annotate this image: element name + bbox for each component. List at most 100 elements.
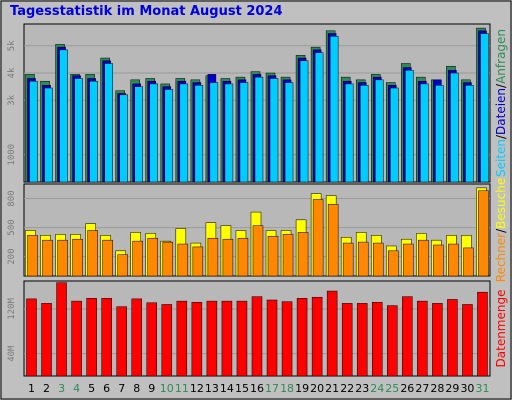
bar-rechner-day-15 bbox=[237, 237, 249, 277]
y-tick-label: 4k bbox=[7, 67, 17, 78]
bar-rechner-day-30 bbox=[463, 247, 474, 277]
bar-rechner-day-5 bbox=[87, 230, 98, 277]
bar-rechner-day-10 bbox=[162, 241, 174, 277]
bar-rechner-day-4 bbox=[72, 238, 83, 277]
bar-datenmenge-day-12 bbox=[191, 301, 203, 377]
day-label-24: 24 bbox=[370, 382, 384, 395]
bar-datenmenge-day-2 bbox=[41, 303, 52, 377]
y-tick-label: 120M bbox=[7, 298, 17, 320]
bar-seiten-day-16 bbox=[254, 76, 264, 183]
bar-datenmenge-day-30 bbox=[462, 304, 473, 377]
bar-seiten-day-30 bbox=[465, 85, 474, 183]
bar-seiten-day-14 bbox=[224, 83, 234, 183]
day-label-6: 6 bbox=[103, 382, 110, 395]
bar-seiten-day-12 bbox=[194, 85, 204, 183]
bar-rechner-day-21 bbox=[327, 204, 339, 277]
bar-datenmenge-day-9 bbox=[146, 302, 158, 377]
bar-rechner-day-29 bbox=[448, 243, 459, 277]
bar-rechner-day-23 bbox=[357, 241, 369, 277]
day-label-29: 29 bbox=[445, 382, 459, 395]
bar-datenmenge-day-23 bbox=[356, 303, 368, 377]
bar-seiten-day-24 bbox=[374, 79, 384, 183]
bar-datenmenge-day-14 bbox=[221, 300, 233, 377]
bar-rechner-day-9 bbox=[147, 237, 159, 277]
bar-seiten-day-21 bbox=[329, 36, 339, 183]
day-label-21: 21 bbox=[325, 382, 339, 395]
day-label-17: 17 bbox=[265, 382, 279, 395]
bar-datenmenge-day-1 bbox=[26, 298, 37, 377]
y-tick-label: 1000 bbox=[7, 144, 17, 166]
bar-rechner-day-27 bbox=[418, 239, 429, 277]
bar-seiten-day-9 bbox=[149, 83, 159, 183]
bar-datenmenge-day-3 bbox=[56, 282, 67, 377]
bar-rechner-day-7 bbox=[117, 254, 128, 277]
bar-datenmenge-day-25 bbox=[387, 305, 398, 377]
y-tick-label: 40M bbox=[7, 345, 17, 362]
bar-seiten-day-15 bbox=[239, 82, 249, 183]
legend-volume-panel: Datenmenge bbox=[494, 290, 508, 368]
bar-seiten-day-2 bbox=[44, 87, 53, 183]
legend-item-anfragen: Anfragen bbox=[494, 29, 508, 84]
legend-item-dateien: Dateien bbox=[494, 88, 508, 135]
day-label-2: 2 bbox=[43, 382, 50, 395]
bar-rechner-day-1 bbox=[27, 235, 38, 277]
bar-rechner-day-22 bbox=[342, 242, 354, 277]
bar-datenmenge-day-17 bbox=[266, 299, 278, 377]
bar-datenmenge-day-24 bbox=[371, 301, 383, 377]
bar-seiten-day-11 bbox=[179, 83, 189, 183]
bar-seiten-day-13 bbox=[209, 82, 219, 183]
bar-rechner-day-8 bbox=[132, 240, 143, 277]
day-label-31: 31 bbox=[475, 382, 489, 395]
bar-seiten-day-18 bbox=[284, 82, 294, 183]
bar-datenmenge-day-28 bbox=[432, 303, 443, 377]
bar-rechner-day-6 bbox=[102, 239, 113, 277]
day-label-4: 4 bbox=[73, 382, 80, 395]
legend-item-besuche: Besuche bbox=[494, 178, 508, 229]
bar-seiten-day-25 bbox=[390, 87, 399, 183]
day-label-13: 13 bbox=[205, 382, 219, 395]
bar-seiten-day-26 bbox=[405, 70, 414, 183]
y-tick-label: 800 bbox=[7, 190, 17, 206]
bar-rechner-day-18 bbox=[282, 234, 294, 277]
bar-seiten-day-29 bbox=[450, 72, 459, 183]
bar-rechner-day-12 bbox=[192, 246, 204, 277]
bar-datenmenge-day-19 bbox=[296, 298, 308, 377]
bar-rechner-day-24 bbox=[372, 242, 384, 277]
day-label-5: 5 bbox=[88, 382, 95, 395]
legend-requests-panel: Seiten/Dateien/Anfragen bbox=[494, 29, 508, 177]
page-title: Tagesstatistik im Monat August 2024 bbox=[10, 4, 283, 19]
bar-seiten-day-27 bbox=[420, 83, 429, 183]
bar-seiten-day-28 bbox=[435, 85, 444, 183]
bar-seiten-day-10 bbox=[164, 89, 174, 183]
bar-datenmenge-day-5 bbox=[86, 298, 97, 377]
day-label-22: 22 bbox=[340, 382, 354, 395]
bar-rechner-day-3 bbox=[57, 239, 68, 277]
bar-rechner-day-14 bbox=[222, 238, 234, 277]
bar-rechner-day-26 bbox=[403, 243, 414, 277]
day-label-16: 16 bbox=[250, 382, 264, 395]
bar-seiten-day-7 bbox=[119, 94, 128, 183]
bar-rechner-day-13 bbox=[207, 237, 219, 277]
bar-seiten-day-22 bbox=[344, 83, 354, 183]
legend-separator: / bbox=[494, 228, 508, 233]
day-label-10: 10 bbox=[160, 382, 174, 395]
y-tick-label: 3k bbox=[7, 94, 17, 105]
bar-seiten-day-8 bbox=[134, 86, 143, 183]
bar-datenmenge-day-29 bbox=[447, 299, 458, 377]
bar-datenmenge-day-22 bbox=[341, 303, 353, 377]
day-label-7: 7 bbox=[118, 382, 125, 395]
bar-seiten-day-1 bbox=[29, 80, 38, 183]
bar-datenmenge-day-4 bbox=[71, 300, 82, 377]
bar-datenmenge-day-16 bbox=[251, 296, 263, 377]
bar-datenmenge-day-21 bbox=[326, 290, 338, 377]
day-label-11: 11 bbox=[175, 382, 189, 395]
bar-datenmenge-day-8 bbox=[131, 298, 142, 377]
bar-rechner-day-20 bbox=[312, 199, 324, 277]
bar-rechner-day-11 bbox=[177, 243, 189, 277]
bar-datenmenge-day-15 bbox=[236, 300, 248, 377]
day-label-12: 12 bbox=[190, 382, 204, 395]
day-label-20: 20 bbox=[310, 382, 324, 395]
bar-datenmenge-day-18 bbox=[281, 301, 293, 377]
bar-datenmenge-day-7 bbox=[116, 306, 127, 377]
